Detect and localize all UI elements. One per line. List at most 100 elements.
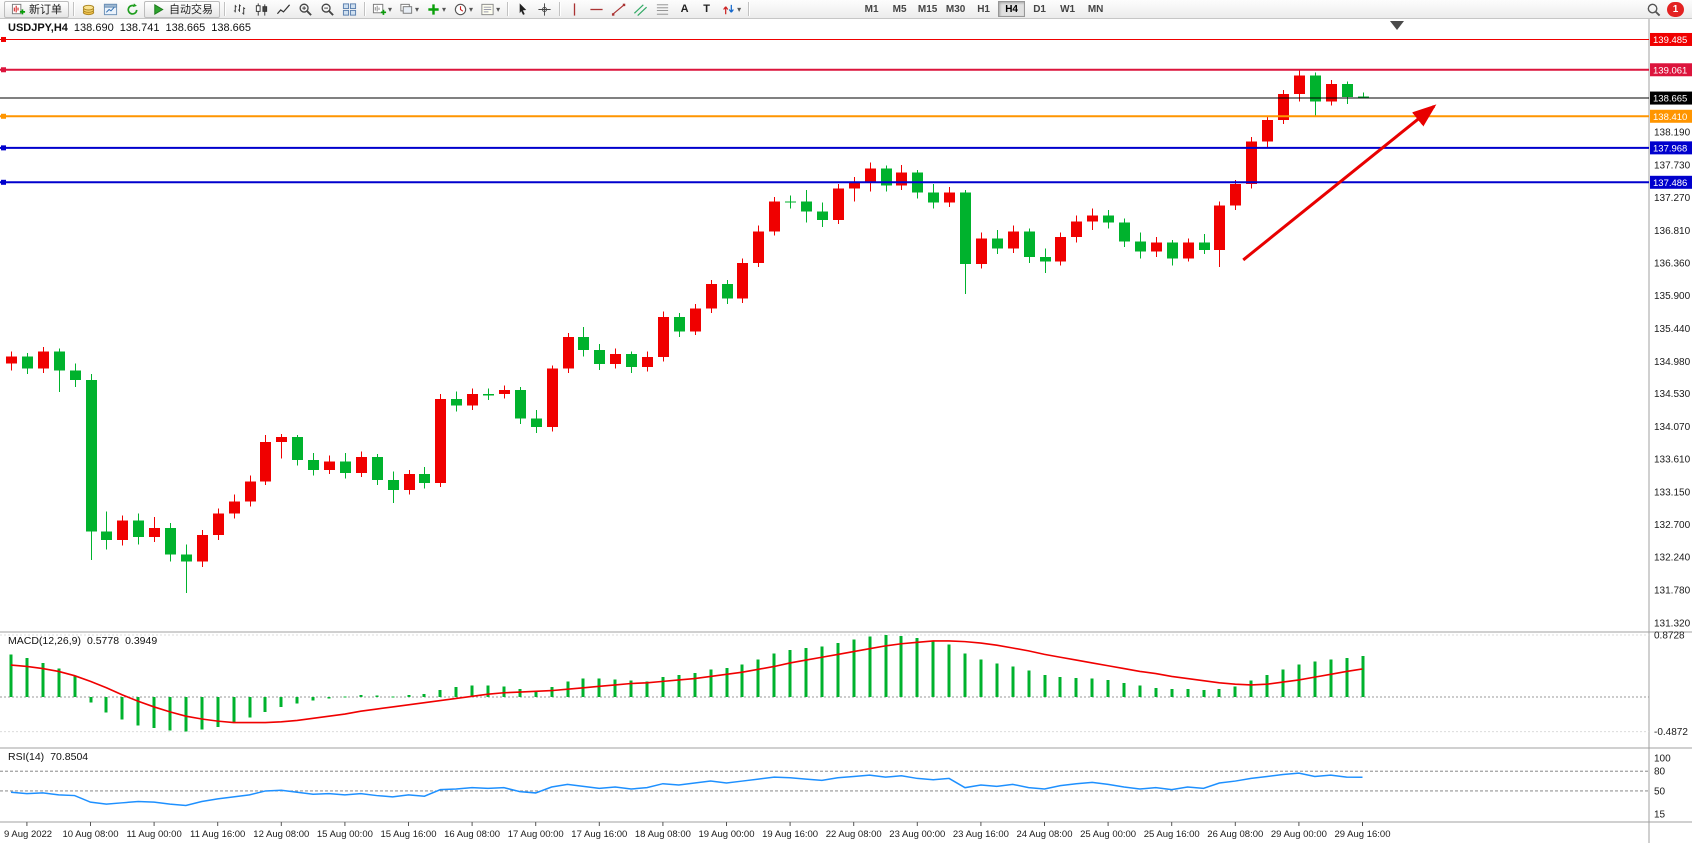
timeframe-D1[interactable]: D1 (1026, 1, 1053, 17)
price-axis-label: 132.700 (1654, 520, 1691, 531)
bar-chart-button[interactable] (229, 1, 250, 18)
line-handle[interactable] (1, 179, 6, 185)
layers-icon (399, 2, 414, 17)
cursor-button[interactable] (512, 1, 533, 18)
candle-body (944, 192, 955, 203)
chart-shift-marker-icon[interactable] (1390, 21, 1404, 30)
line-handle[interactable] (1, 67, 6, 73)
timeframe-H4[interactable]: H4 (998, 1, 1026, 17)
new-order-label: 新订单 (29, 4, 62, 16)
macd-bar (899, 635, 903, 697)
price-badge (1650, 91, 1692, 105)
new-chart-button[interactable] (369, 1, 395, 18)
zoom-out-button[interactable] (317, 1, 338, 18)
time-axis-label: 17 Aug 16:00 (571, 829, 627, 840)
price-badge-label: 137.968 (1653, 143, 1687, 154)
new-order-button[interactable]: 新订单 (4, 0, 69, 18)
line-handle[interactable] (1, 113, 6, 119)
zoom-in-button[interactable] (295, 1, 316, 18)
macd-bar (979, 659, 983, 697)
candle-body (658, 317, 669, 358)
vertical-line-button[interactable] (564, 1, 585, 18)
line-chart-button[interactable] (273, 1, 294, 18)
macd-bar (25, 657, 29, 697)
crosshair-button[interactable] (534, 1, 555, 18)
time-axis-label: 29 Aug 16:00 (1335, 829, 1391, 840)
time-axis-label: 17 Aug 00:00 (508, 829, 564, 840)
trendline-button[interactable] (608, 1, 629, 18)
channel-button[interactable] (630, 1, 651, 18)
macd-bar (263, 697, 267, 712)
candle-body (101, 531, 112, 540)
candle-body (785, 201, 796, 203)
horizontal-line-icon (589, 2, 604, 17)
chart-window-icon (103, 2, 118, 17)
timeframe-M5[interactable]: M5 (886, 1, 913, 17)
play-icon (151, 2, 166, 17)
macd-bar (120, 697, 124, 720)
text-tool-button[interactable]: A (674, 1, 695, 18)
zoom-in-icon (298, 2, 313, 17)
macd-bar (216, 697, 220, 727)
label-tool-button[interactable]: T (696, 1, 717, 18)
macd-bar (311, 697, 315, 701)
indicators-button[interactable] (423, 1, 449, 18)
horizontal-line-button[interactable] (586, 1, 607, 18)
time-axis-label: 9 Aug 2022 (4, 829, 52, 840)
auto-trading-button[interactable]: 自动交易 (144, 0, 220, 18)
macd-bar (104, 697, 108, 713)
search-button[interactable] (1643, 1, 1664, 18)
timeframe-M30[interactable]: M30 (942, 1, 969, 17)
candle-body (642, 357, 653, 368)
notification-badge[interactable]: 1 (1667, 1, 1684, 17)
fibonacci-button[interactable] (652, 1, 673, 18)
arrows-tool-button[interactable] (718, 1, 744, 18)
data-window-button[interactable] (100, 1, 121, 18)
timeframe-MN[interactable]: MN (1082, 1, 1109, 17)
timeframe-M1[interactable]: M1 (858, 1, 885, 17)
timeframe-W1[interactable]: W1 (1054, 1, 1081, 17)
indicator-plus-icon (426, 2, 441, 17)
candle-chart-button[interactable] (251, 1, 272, 18)
macd-bar (1313, 661, 1317, 697)
macd-bar (422, 694, 426, 697)
price-badge (1650, 63, 1692, 77)
line-handle[interactable] (1, 36, 6, 42)
candle-body (1167, 242, 1178, 259)
refresh-button[interactable] (122, 1, 143, 18)
toolbar-separator (364, 2, 365, 16)
candle-body (181, 554, 192, 562)
candle-body (419, 474, 430, 483)
macd-bar (1122, 682, 1126, 697)
crosshair-icon (537, 2, 552, 17)
macd-axis-label: 0.8728 (1654, 631, 1685, 642)
macd-bar (804, 648, 808, 697)
price-badge-label: 138.410 (1653, 112, 1687, 123)
timeframe-H1[interactable]: H1 (970, 1, 997, 17)
profiles-button[interactable] (396, 1, 422, 18)
macd-bar (184, 697, 188, 732)
line-handle[interactable] (1, 145, 6, 151)
fibonacci-icon (655, 2, 670, 17)
timeframe-M15[interactable]: M15 (914, 1, 941, 17)
time-axis-label: 18 Aug 08:00 (635, 829, 691, 840)
new-order-icon (11, 2, 26, 17)
time-axis-label: 19 Aug 16:00 (762, 829, 818, 840)
periods-button[interactable] (450, 1, 476, 18)
price-axis-label: 136.360 (1654, 258, 1691, 269)
market-watch-button[interactable] (78, 1, 99, 18)
macd-signal-value: 0.3949 (125, 635, 158, 647)
templates-button[interactable] (477, 1, 503, 18)
trend-arrow[interactable] (1242, 104, 1437, 262)
tile-windows-button[interactable] (339, 1, 360, 18)
price-axis-label: 132.240 (1654, 553, 1691, 564)
macd-bar (788, 650, 792, 697)
time-axis-label: 23 Aug 00:00 (889, 829, 945, 840)
macd-bar (613, 679, 617, 697)
candle-body (1024, 231, 1035, 258)
candle-body (1071, 221, 1082, 238)
macd-main-value: 0.5778 (86, 635, 120, 647)
macd-bar (645, 681, 649, 697)
candle-body (578, 337, 589, 350)
